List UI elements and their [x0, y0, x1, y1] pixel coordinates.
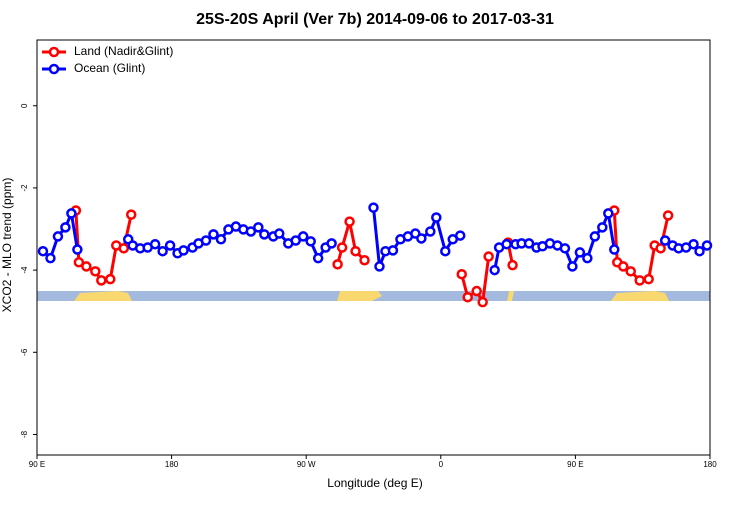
- y-axis-label: XCO2 - MLO trend (ppm): [0, 178, 14, 313]
- legend-marker: [48, 46, 60, 58]
- data-point: [643, 273, 654, 285]
- x-tick-label: 90 E: [567, 460, 583, 469]
- land-patch: [74, 291, 132, 301]
- chart-title: 25S-20S April (Ver 7b) 2014-09-06 to 201…: [196, 11, 554, 28]
- data-point: [344, 216, 355, 227]
- data-point: [425, 226, 436, 237]
- data-point: [208, 229, 219, 240]
- data-point: [387, 245, 399, 256]
- data-point: [688, 238, 699, 250]
- data-point: [326, 238, 337, 249]
- data-point: [589, 231, 601, 242]
- y-tick-label: -2: [20, 184, 29, 192]
- data-point: [625, 266, 636, 277]
- data-point: [662, 210, 674, 221]
- data-point: [477, 296, 488, 308]
- data-point: [118, 243, 129, 254]
- data-point: [200, 235, 212, 246]
- y-tick-label: 0: [20, 103, 29, 108]
- data-point: [253, 222, 264, 233]
- data-point: [431, 212, 442, 223]
- data-point: [471, 285, 482, 297]
- data-point: [416, 233, 427, 244]
- data-point: [507, 259, 518, 271]
- data-point: [45, 252, 56, 264]
- data-point: [559, 243, 571, 254]
- data-point: [336, 242, 348, 253]
- data-point: [582, 252, 593, 264]
- data-point: [290, 235, 301, 246]
- y-tick-label: -4: [20, 266, 29, 274]
- data-point: [694, 245, 705, 257]
- data-point: [125, 209, 137, 220]
- legend-label: Land (Nadir&Glint): [74, 44, 173, 58]
- data-point: [483, 251, 494, 262]
- x-tick-label: 180: [703, 460, 717, 469]
- data-point: [359, 254, 370, 266]
- data-point: [501, 238, 512, 250]
- y-tick-label: -6: [20, 348, 29, 356]
- data-point: [701, 240, 713, 251]
- data-point: [454, 230, 466, 241]
- data-point: [374, 261, 385, 272]
- data-point: [440, 245, 451, 257]
- x-tick-label: 90 E: [29, 460, 45, 469]
- data-point: [178, 245, 189, 256]
- data-point: [305, 236, 316, 247]
- data-point: [350, 245, 361, 257]
- data-point: [609, 244, 620, 255]
- data-point: [73, 257, 85, 268]
- legend-label: Ocean (Glint): [74, 61, 145, 75]
- data-point: [574, 247, 586, 258]
- land-patch: [337, 291, 382, 301]
- data-point: [368, 202, 379, 213]
- data-point: [157, 245, 168, 257]
- data-point: [659, 235, 671, 246]
- data-point: [597, 222, 608, 233]
- data-point: [105, 273, 116, 285]
- data-point: [456, 268, 467, 280]
- data-point: [523, 238, 535, 249]
- data-point: [297, 231, 309, 242]
- data-point: [489, 264, 500, 276]
- data-point: [312, 252, 324, 264]
- data-point: [634, 275, 645, 286]
- data-point: [90, 266, 101, 277]
- data-point: [96, 275, 107, 286]
- y-tick-label: -8: [20, 430, 29, 438]
- data-point: [60, 222, 71, 233]
- data-point: [618, 261, 629, 272]
- data-point: [462, 291, 473, 303]
- data-point: [66, 208, 77, 219]
- data-point: [164, 240, 176, 251]
- x-tick-label: 90 W: [297, 460, 316, 469]
- data-point: [655, 243, 666, 254]
- data-point: [245, 226, 257, 237]
- data-point: [37, 245, 49, 257]
- land-patch: [507, 291, 514, 301]
- data-point: [259, 229, 270, 240]
- x-tick-label: 180: [165, 460, 179, 469]
- land-mask-strip: [37, 291, 710, 301]
- data-point: [332, 259, 343, 270]
- x-tick-label: 0: [439, 460, 444, 469]
- data-point: [72, 244, 83, 255]
- data-point: [149, 238, 161, 250]
- data-point: [274, 228, 285, 239]
- data-point: [81, 261, 92, 272]
- data-point: [603, 208, 614, 219]
- x-axis-label: Longitude (deg E): [327, 476, 422, 490]
- legend-marker: [48, 63, 60, 75]
- data-point: [52, 231, 64, 242]
- land-patch: [611, 291, 669, 301]
- data-point: [215, 234, 227, 245]
- data-point: [567, 261, 578, 272]
